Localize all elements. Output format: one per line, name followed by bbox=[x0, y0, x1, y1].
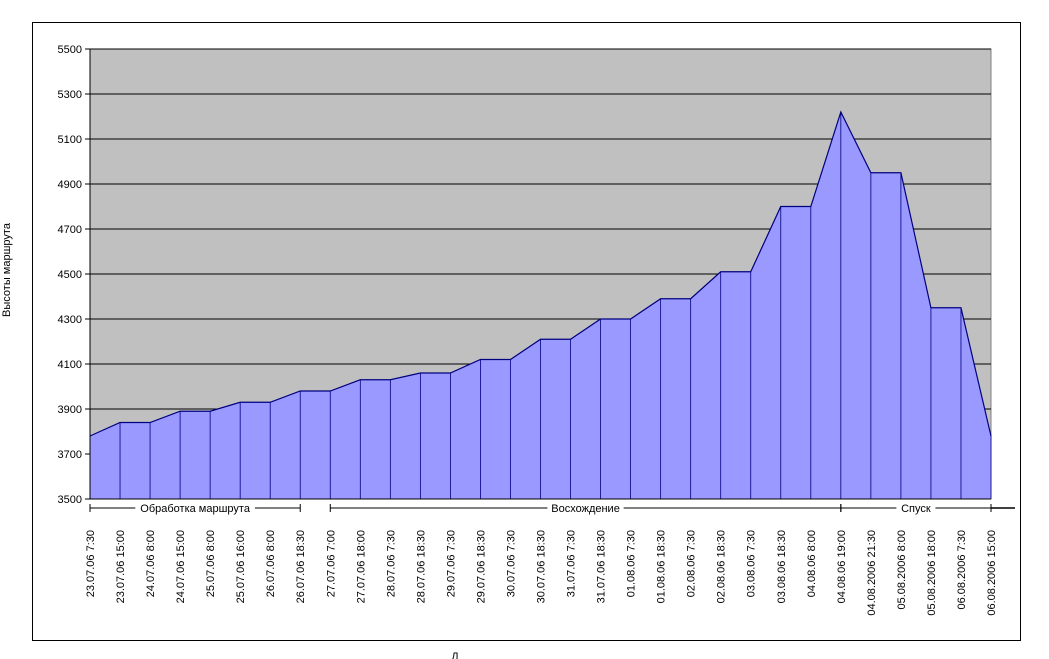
x-tick-label: 01.08.06 18:30 bbox=[656, 530, 668, 603]
phase-label: Обработка маршрута bbox=[140, 503, 251, 515]
x-tick-label: 01.08.06 7:30 bbox=[626, 530, 638, 597]
area-series bbox=[89, 110, 992, 499]
x-tick-label: 25.07.06 8:00 bbox=[205, 530, 217, 597]
x-tick-label: 27.07.06 7:00 bbox=[325, 530, 337, 597]
x-tick-label: 04.08.06 19:00 bbox=[836, 530, 848, 603]
x-tick-label: 24.07.06 15:00 bbox=[175, 530, 187, 603]
phase-annotations: Обработка маршрута Восхождение Спуск bbox=[89, 503, 1015, 515]
y-axis: 3500 3700 3900 4100 4300 4500 4700 4900 5100 5300… bbox=[58, 44, 91, 506]
x-axis-title: Д bbox=[451, 651, 459, 659]
y-tick-label: 5100 bbox=[58, 134, 82, 146]
x-tick-label: 30.07.06 18:30 bbox=[536, 530, 548, 603]
x-tick-label: 03.08.06 18:30 bbox=[776, 530, 788, 603]
x-tick-label: 30.07.06 7:30 bbox=[505, 530, 517, 597]
area-fill bbox=[90, 112, 991, 499]
phase-label: Спуск bbox=[901, 503, 931, 515]
x-tick-label: 06.08.2006 7:30 bbox=[956, 530, 968, 610]
x-tick-label: 24.07.06 8:00 bbox=[145, 530, 157, 597]
x-tick-label: 04.08.2006 21:30 bbox=[866, 530, 878, 616]
chart-frame bbox=[32, 22, 1021, 641]
y-tick-label: 4700 bbox=[58, 224, 82, 236]
y-tick-label: 4500 bbox=[58, 269, 82, 281]
x-tick-label: 23.07.06 7:30 bbox=[85, 530, 97, 597]
x-tick-label: 29.07.06 7:30 bbox=[445, 530, 457, 597]
x-tick-label: 06.08.2006 15:00 bbox=[986, 530, 998, 616]
x-tick-label: 27.07.06 18:00 bbox=[355, 530, 367, 603]
x-tick-label: 28.07.06 7:30 bbox=[385, 530, 397, 597]
y-tick-label: 5500 bbox=[58, 44, 82, 56]
x-tick-label: 29.07.06 18:30 bbox=[475, 530, 487, 603]
y-tick-label: 3500 bbox=[58, 494, 82, 506]
x-tick-label: 02.08.06 18:30 bbox=[716, 530, 728, 603]
x-tick-label: 28.07.06 18:30 bbox=[415, 530, 427, 603]
y-axis-title: Высоты маршрута bbox=[1, 222, 13, 317]
y-tick-label: 4300 bbox=[58, 314, 82, 326]
x-axis: 23.07.06 7:30 23.07.06 15:00 24.07.06 8:00… bbox=[85, 498, 998, 616]
y-tick-label: 4100 bbox=[58, 359, 82, 371]
x-tick-label: 31.07.06 18:30 bbox=[596, 530, 608, 603]
x-tick-label: 25.07.06 16:00 bbox=[235, 530, 247, 603]
x-tick-label: 31.07.06 7:30 bbox=[566, 530, 578, 597]
phase-label: Восхождение bbox=[551, 503, 620, 515]
series-line bbox=[89, 110, 992, 437]
x-tick-label: 26.07.06 18:30 bbox=[295, 530, 307, 603]
y-tick-label: 5300 bbox=[58, 89, 82, 101]
x-tick-label: 04.08.06 8:00 bbox=[806, 530, 818, 597]
y-tick-label: 3900 bbox=[58, 404, 82, 416]
x-tick-label: 05.08.2006 8:00 bbox=[896, 530, 908, 610]
x-tick-label: 23.07.06 15:00 bbox=[115, 530, 127, 603]
y-tick-label: 3700 bbox=[58, 449, 82, 461]
x-tick-label: 26.07.06 8:00 bbox=[265, 530, 277, 597]
x-tick-label: 03.08.06 7:30 bbox=[746, 530, 758, 597]
y-tick-label: 4900 bbox=[58, 179, 82, 191]
x-tick-label: 05.08.2006 18:00 bbox=[926, 530, 938, 616]
x-tick-label: 02.08.06 7:30 bbox=[686, 530, 698, 597]
